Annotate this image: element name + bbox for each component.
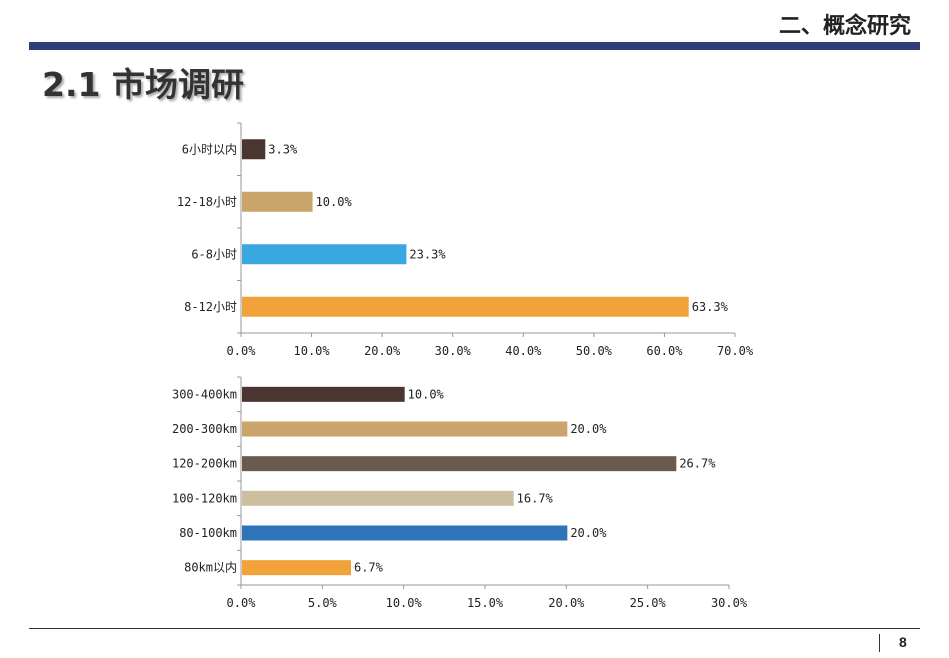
category-label: 200-300km [172,422,237,436]
section-title: 二、概念研究 [778,14,911,39]
data-label: 3.3% [268,142,298,156]
x-tick-label: 5.0% [308,596,338,610]
bar [242,386,405,402]
data-label: 6.7% [354,561,384,575]
bar [242,560,351,576]
data-label: 10.0% [408,387,445,401]
x-tick-label: 60.0% [646,344,683,358]
bar [242,525,568,541]
x-tick-label: 30.0% [435,344,472,358]
data-label: 63.3% [692,300,729,314]
category-label: 120-200km [172,457,237,471]
data-label: 16.7% [517,491,554,505]
data-label: 26.7% [679,457,716,471]
data-label: 20.0% [570,526,607,540]
footer-divider [29,628,920,629]
category-label: 100-120km [172,491,237,505]
header-divider-bar [29,42,920,50]
x-tick-label: 15.0% [467,596,504,610]
x-tick-label: 20.0% [364,344,401,358]
data-label: 10.0% [316,195,353,209]
x-tick-label: 0.0% [227,596,257,610]
bar [242,296,689,317]
bar [242,421,568,437]
category-label: 12-18小时 [177,195,237,209]
x-tick-label: 30.0% [711,596,748,610]
category-label: 80-100km [179,526,237,540]
bar [242,139,266,160]
x-tick-label: 70.0% [717,344,754,358]
data-label: 23.3% [409,247,446,261]
category-label: 6-8小时 [191,247,237,261]
x-tick-label: 40.0% [505,344,542,358]
page-title: 2.1 市场调研 [42,65,244,104]
bar [242,191,313,212]
x-tick-label: 0.0% [227,344,257,358]
bar [242,456,677,472]
x-tick-label: 50.0% [576,344,613,358]
bar [242,244,407,265]
category-label: 8-12小时 [184,300,237,314]
x-tick-label: 20.0% [548,596,585,610]
page-number: 8 [899,634,907,650]
x-tick-label: 10.0% [386,596,423,610]
category-label: 80km以内 [184,561,237,575]
category-label: 6小时以内 [182,142,237,156]
bar [242,490,514,506]
x-tick-label: 25.0% [630,596,667,610]
category-label: 300-400km [172,387,237,401]
page-number-separator [879,634,880,652]
x-tick-label: 10.0% [294,344,331,358]
data-label: 20.0% [570,422,607,436]
charts-area: 0.0% 10.0% 20.0% 30.0% 40.0% 50.0% 60.0% 70.0% 3… [172,122,754,610]
